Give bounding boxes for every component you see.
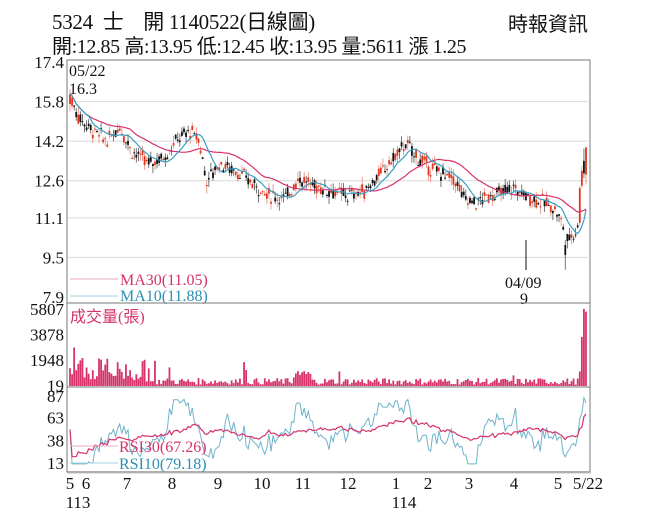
x-tick-label: 3 — [465, 474, 474, 493]
price-gridlines — [68, 101, 590, 258]
year-label: 114 — [392, 493, 417, 512]
high-annotation-value: 16.3 — [69, 81, 97, 98]
rsi-panel: 87 63 38 13 RSI30(67.26) RSI10(79.18) — [47, 386, 591, 473]
volume-label: 成交量(張) — [70, 308, 145, 326]
data-source-label: 時報資訊 — [508, 14, 588, 36]
x-tick-label: 11 — [295, 474, 311, 493]
high-annotation-date: 05/22 — [69, 63, 105, 80]
x-tick-label: 8 — [168, 474, 177, 493]
rsi-tick-label: 87 — [47, 387, 65, 406]
low-annotation-date: 04/09 — [505, 275, 541, 292]
year-label: 113 — [66, 493, 91, 512]
x-tick-label: 9 — [214, 474, 223, 493]
volume-tick-label: 1948 — [30, 351, 64, 370]
volume-tick-label: 5807 — [30, 300, 65, 319]
chart-title: 5324 士 開 1140522(日線圖) — [52, 10, 315, 34]
volume-y-axis: 5807 3878 1948 19 — [30, 300, 65, 396]
x-tick-label: 5 — [554, 474, 563, 493]
x-tick-label: 7 — [123, 474, 132, 493]
x-tick-label: 6 — [82, 474, 91, 493]
x-tick-label: 10 — [254, 474, 271, 493]
price-tick-label: 9.5 — [43, 248, 64, 267]
rsi30-legend: RSI30(67.26) — [119, 439, 207, 456]
price-tick-label: 12.6 — [34, 172, 64, 191]
x-tick-label: 5 — [66, 474, 75, 493]
candlesticks — [69, 89, 587, 270]
x-tick-label: 12 — [340, 474, 357, 493]
x-tick-label: 2 — [424, 474, 433, 493]
ma30-legend: MA30(11.05) — [120, 272, 208, 289]
price-tick-label: 17.4 — [34, 53, 64, 72]
volume-panel: 5807 3878 1948 19 成交量(張) — [30, 300, 591, 396]
price-tick-label: 11.1 — [35, 209, 64, 228]
rsi-y-axis: 87 63 38 13 — [47, 387, 65, 473]
price-tick-label: 14.2 — [34, 132, 64, 151]
ma10-legend: MA10(11.88) — [120, 288, 208, 305]
rsi10-line — [69, 395, 587, 465]
rsi-tick-label: 63 — [47, 409, 64, 428]
volume-bars — [69, 309, 587, 386]
rsi30-line — [69, 413, 587, 458]
price-y-axis: 17.4 15.8 14.2 12.6 11.1 9.5 7.9 — [34, 53, 64, 307]
low-annotation-value: 9 — [520, 291, 528, 308]
x-tick-label: 4 — [510, 474, 519, 493]
rsi-tick-label: 13 — [47, 454, 64, 473]
x-tick-label: 5/22 — [573, 474, 603, 493]
volume-tick-label: 19 — [47, 377, 64, 396]
x-tick-label: 1 — [392, 474, 401, 493]
ma10-line — [69, 93, 587, 235]
price-tick-label: 15.8 — [34, 93, 64, 112]
rsi10-legend: RSI10(79.18) — [119, 456, 207, 473]
price-tick-label: 7.9 — [43, 288, 64, 307]
volume-tick-label: 3878 — [30, 326, 64, 345]
rsi-tick-label: 38 — [47, 431, 64, 450]
ma30-line — [69, 93, 587, 213]
price-panel: 17.4 15.8 14.2 12.6 11.1 9.5 7.9 05/22 16.3 04… — [34, 53, 591, 308]
ohlc-summary: 開:12.85 高:13.95 低:12.45 收:13.95 量:5611 漲… — [52, 36, 467, 58]
